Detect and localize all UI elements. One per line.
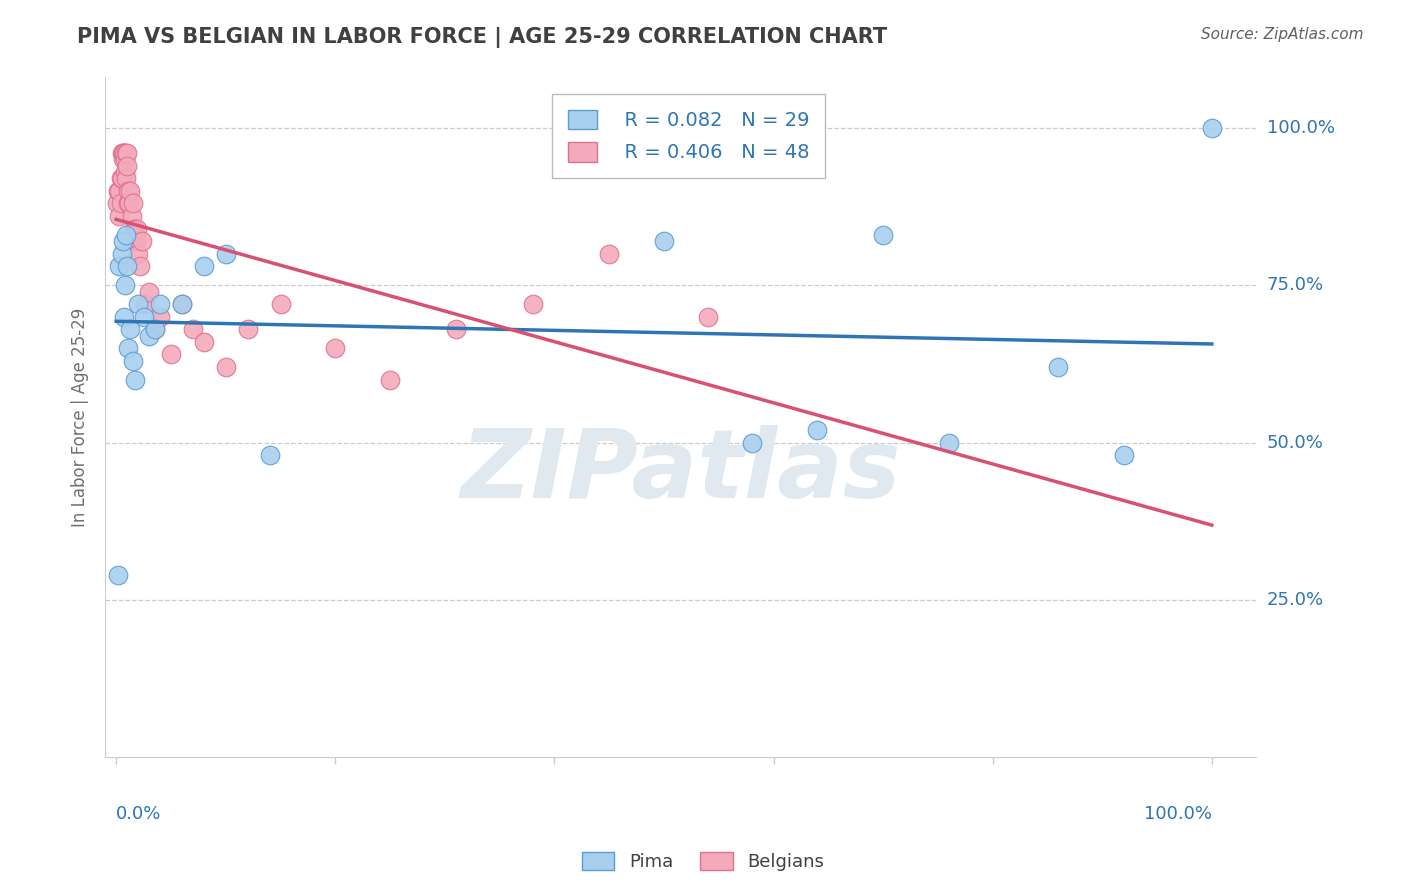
Point — [114, 165, 136, 179]
Point — [120, 184, 142, 198]
Point — [120, 322, 142, 336]
Point — [270, 297, 292, 311]
Point — [215, 359, 238, 374]
Point — [112, 146, 135, 161]
Point — [131, 234, 153, 248]
Point — [117, 341, 139, 355]
Point — [652, 234, 675, 248]
Point — [115, 171, 138, 186]
Point — [259, 448, 281, 462]
Point — [124, 221, 146, 235]
Point — [215, 246, 238, 260]
Point — [193, 334, 215, 349]
Point — [124, 373, 146, 387]
Point — [149, 310, 172, 324]
Legend: Pima, Belgians: Pima, Belgians — [575, 845, 831, 879]
Point — [1047, 359, 1070, 374]
Point — [117, 196, 139, 211]
Point — [872, 227, 894, 242]
Point — [111, 246, 134, 260]
Point — [122, 221, 145, 235]
Point — [125, 221, 148, 235]
Point — [143, 322, 166, 336]
Point — [522, 297, 544, 311]
Point — [444, 322, 467, 336]
Y-axis label: In Labor Force | Age 25-29: In Labor Force | Age 25-29 — [72, 308, 89, 527]
Point — [121, 353, 143, 368]
Text: 75.0%: 75.0% — [1267, 277, 1324, 294]
Point — [806, 423, 828, 437]
Point — [125, 234, 148, 248]
Point — [115, 146, 138, 161]
Point — [170, 297, 193, 311]
Text: PIMA VS BELGIAN IN LABOR FORCE | AGE 25-29 CORRELATION CHART: PIMA VS BELGIAN IN LABOR FORCE | AGE 25-… — [77, 27, 887, 48]
Point — [181, 322, 204, 336]
Point — [111, 153, 134, 167]
Point — [127, 246, 149, 260]
Point — [598, 246, 620, 260]
Point — [118, 196, 141, 211]
Point — [143, 322, 166, 336]
Point — [378, 373, 401, 387]
Text: 100.0%: 100.0% — [1144, 805, 1212, 823]
Point — [236, 322, 259, 336]
Point — [121, 209, 143, 223]
Point — [938, 435, 960, 450]
Point — [108, 260, 131, 274]
Point — [696, 310, 718, 324]
Point — [127, 297, 149, 311]
Point — [107, 184, 129, 198]
Text: 0.0%: 0.0% — [117, 805, 162, 823]
Point — [134, 297, 156, 311]
Point — [170, 297, 193, 311]
Point — [121, 196, 143, 211]
Point — [149, 297, 172, 311]
Text: 25.0%: 25.0% — [1267, 591, 1324, 609]
Point — [129, 260, 152, 274]
Point — [111, 171, 134, 186]
Point — [111, 234, 134, 248]
Point — [111, 146, 134, 161]
Point — [115, 146, 138, 161]
Text: ZIPatlas: ZIPatlas — [460, 425, 901, 518]
Point — [115, 159, 138, 173]
Point — [193, 260, 215, 274]
Point — [160, 347, 183, 361]
Point — [110, 171, 132, 186]
Point — [108, 184, 131, 198]
Text: Source: ZipAtlas.com: Source: ZipAtlas.com — [1201, 27, 1364, 42]
Point — [115, 227, 138, 242]
Point — [138, 285, 160, 299]
Point — [1114, 448, 1136, 462]
Point — [132, 310, 155, 324]
Point — [741, 435, 763, 450]
Text: 100.0%: 100.0% — [1267, 119, 1334, 136]
Point — [115, 260, 138, 274]
Point — [138, 328, 160, 343]
Point — [105, 196, 128, 211]
Point — [112, 310, 135, 324]
Text: 50.0%: 50.0% — [1267, 434, 1323, 451]
Point — [107, 567, 129, 582]
Point — [1201, 120, 1223, 135]
Point — [112, 146, 135, 161]
Point — [323, 341, 346, 355]
Point — [114, 278, 136, 293]
Point — [117, 184, 139, 198]
Point — [110, 196, 132, 211]
Point — [108, 209, 131, 223]
Point — [114, 153, 136, 167]
Legend:   R = 0.082   N = 29,   R = 0.406   N = 48: R = 0.082 N = 29, R = 0.406 N = 48 — [553, 94, 825, 178]
Point — [111, 146, 134, 161]
